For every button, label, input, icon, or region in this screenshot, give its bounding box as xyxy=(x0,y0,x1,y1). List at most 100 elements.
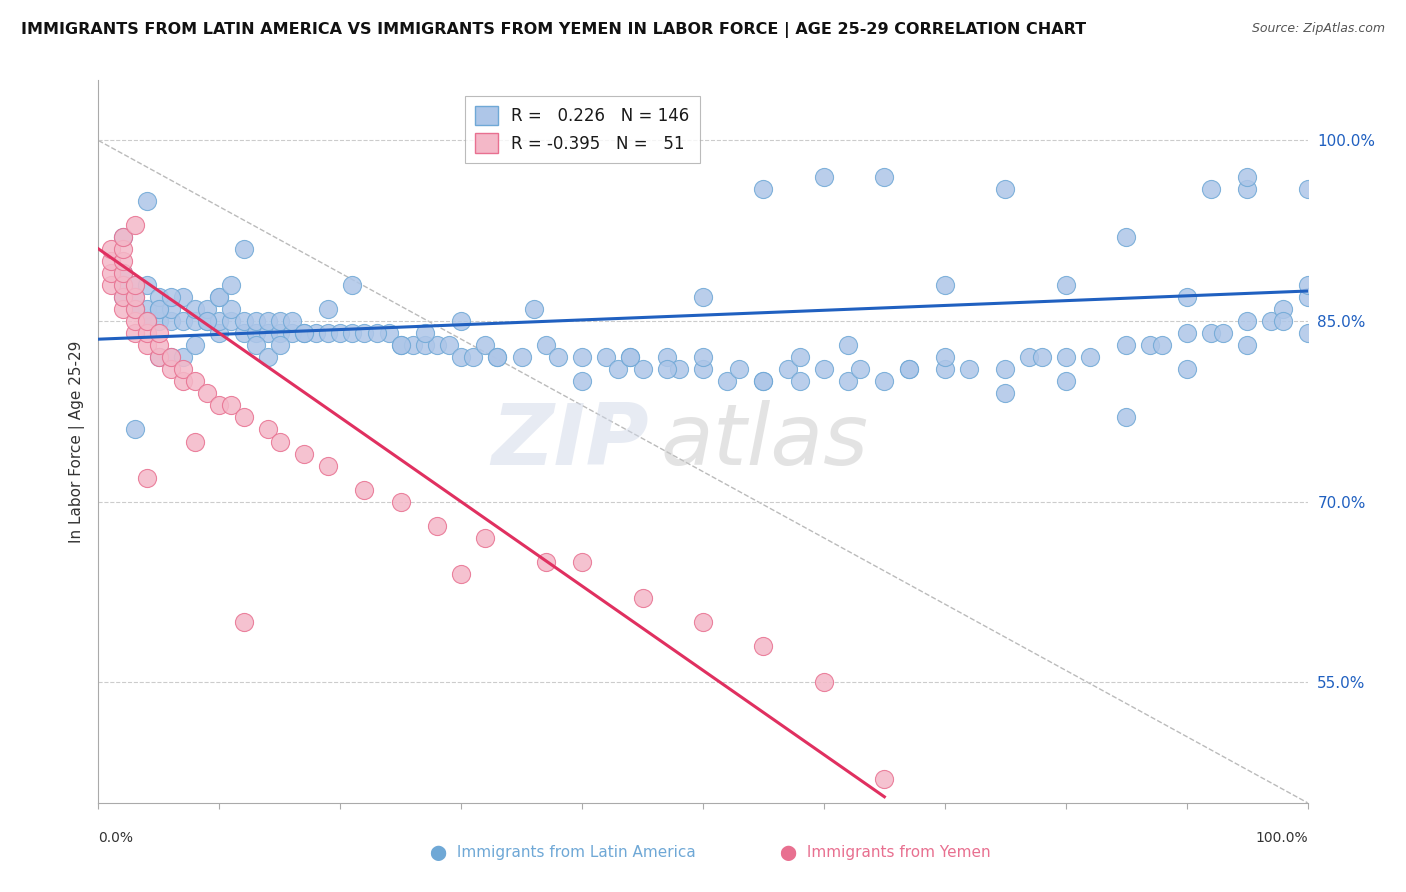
Text: ZIP: ZIP xyxy=(491,400,648,483)
Point xyxy=(450,567,472,582)
Point xyxy=(111,301,134,317)
Point xyxy=(172,375,194,389)
Point xyxy=(111,290,134,304)
Point xyxy=(208,326,231,341)
Point xyxy=(269,326,291,341)
Point xyxy=(184,434,207,449)
Point xyxy=(1199,182,1222,196)
Point xyxy=(111,266,134,280)
Point xyxy=(1054,277,1077,292)
Point xyxy=(148,314,170,328)
Point xyxy=(752,640,775,654)
Point xyxy=(269,338,291,352)
Point xyxy=(534,338,557,352)
Point xyxy=(221,277,243,292)
Point xyxy=(607,362,630,376)
Point xyxy=(1018,351,1040,365)
Point xyxy=(571,375,593,389)
Point xyxy=(1054,375,1077,389)
Point xyxy=(1152,338,1174,352)
Point xyxy=(135,277,157,292)
Point xyxy=(329,326,352,341)
Point xyxy=(342,277,364,292)
Point xyxy=(148,290,170,304)
Point xyxy=(195,301,218,317)
Point xyxy=(342,326,364,341)
Point xyxy=(111,277,134,292)
Point xyxy=(256,351,278,365)
Point xyxy=(1260,314,1282,328)
Point xyxy=(1236,182,1258,196)
Point xyxy=(450,351,472,365)
Point xyxy=(897,362,920,376)
Point xyxy=(619,351,641,365)
Point xyxy=(837,338,859,352)
Point xyxy=(111,254,134,268)
Point xyxy=(124,326,146,341)
Point xyxy=(692,615,714,630)
Point xyxy=(256,326,278,341)
Y-axis label: In Labor Force | Age 25-29: In Labor Force | Age 25-29 xyxy=(69,341,84,542)
Point xyxy=(595,351,617,365)
Point xyxy=(668,362,690,376)
Text: Source: ZipAtlas.com: Source: ZipAtlas.com xyxy=(1251,22,1385,36)
Point xyxy=(426,338,449,352)
Point xyxy=(135,194,157,208)
Point xyxy=(292,326,315,341)
Point xyxy=(245,314,267,328)
Point xyxy=(256,423,278,437)
Text: atlas: atlas xyxy=(661,400,869,483)
Point xyxy=(1175,290,1198,304)
Point xyxy=(111,242,134,256)
Point xyxy=(111,230,134,244)
Point xyxy=(789,351,811,365)
Point xyxy=(752,375,775,389)
Point xyxy=(934,362,956,376)
Point xyxy=(1175,326,1198,341)
Point xyxy=(124,290,146,304)
Point xyxy=(692,362,714,376)
Text: IMMIGRANTS FROM LATIN AMERICA VS IMMIGRANTS FROM YEMEN IN LABOR FORCE | AGE 25-2: IMMIGRANTS FROM LATIN AMERICA VS IMMIGRA… xyxy=(21,22,1087,38)
Point xyxy=(316,458,339,473)
Text: 0.0%: 0.0% xyxy=(98,830,134,845)
Point xyxy=(281,314,304,328)
Point xyxy=(232,410,254,425)
Point xyxy=(232,615,254,630)
Point xyxy=(316,326,339,341)
Point xyxy=(208,314,231,328)
Point xyxy=(437,338,460,352)
Point xyxy=(728,362,751,376)
Point xyxy=(111,230,134,244)
Point xyxy=(1272,314,1295,328)
Point xyxy=(389,338,412,352)
Point xyxy=(135,314,157,328)
Point xyxy=(486,351,509,365)
Point xyxy=(486,351,509,365)
Point xyxy=(172,290,194,304)
Point xyxy=(1212,326,1234,341)
Point xyxy=(994,362,1017,376)
Point xyxy=(269,314,291,328)
Point xyxy=(413,326,436,341)
Point xyxy=(100,266,122,280)
Point xyxy=(208,290,231,304)
Point xyxy=(124,301,146,317)
Point xyxy=(195,386,218,401)
Point xyxy=(1236,314,1258,328)
Point xyxy=(1175,362,1198,376)
Point xyxy=(1139,338,1161,352)
Point xyxy=(813,675,835,690)
Point xyxy=(934,277,956,292)
Point xyxy=(873,772,896,786)
Point xyxy=(124,301,146,317)
Point xyxy=(292,326,315,341)
Point xyxy=(402,338,425,352)
Point xyxy=(135,301,157,317)
Point xyxy=(789,375,811,389)
Point xyxy=(474,531,496,545)
Point xyxy=(100,242,122,256)
Point xyxy=(135,314,157,328)
Point xyxy=(124,277,146,292)
Point xyxy=(124,277,146,292)
Point xyxy=(426,519,449,533)
